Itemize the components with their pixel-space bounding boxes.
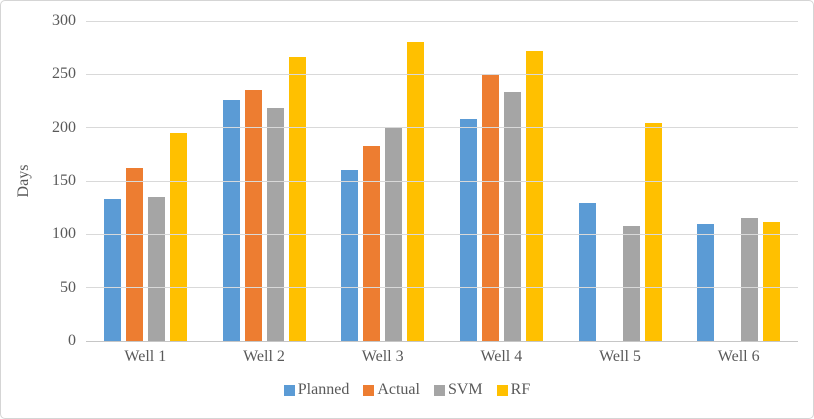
- y-axis-tick-label: 150: [52, 172, 76, 189]
- bar-rf-well-4: [525, 50, 543, 341]
- bar-svm-well-1: [147, 197, 165, 341]
- bar-group-well-6: [679, 21, 798, 341]
- legend-label: Actual: [377, 381, 420, 398]
- legend-item-rf: RF: [496, 381, 531, 399]
- bar-svm-well-6: [741, 218, 759, 341]
- legend-item-actual: Actual: [363, 381, 420, 399]
- bar-planned-well-2: [222, 99, 240, 341]
- bar-planned-well-6: [697, 223, 715, 341]
- bar-group-well-2: [205, 21, 324, 341]
- y-axis-tick-label: 300: [52, 12, 76, 29]
- bar-svm-well-2: [266, 108, 284, 341]
- y-axis-tick-label: 50: [60, 278, 76, 296]
- gridline-250: [86, 73, 798, 75]
- bar-planned-well-5: [578, 203, 596, 341]
- gridline-200: [86, 127, 798, 129]
- bar-rf-well-6: [763, 221, 781, 341]
- plot-area: [86, 20, 798, 342]
- bar-actual-well-1: [125, 168, 143, 341]
- legend: Planned Actual SVM RF: [1, 381, 813, 399]
- y-axis-tick-label: 100: [52, 225, 76, 243]
- legend-swatch-planned: [283, 384, 295, 396]
- bar-actual-well-4: [481, 74, 499, 341]
- legend-item-planned: Planned: [283, 381, 350, 399]
- x-axis-label-well-5: Well 5: [599, 348, 641, 365]
- y-axis-tick-label: 0: [68, 332, 76, 349]
- y-axis-tick-label: 250: [52, 65, 76, 83]
- gridline-150: [86, 180, 798, 182]
- legend-item-svm: SVM: [433, 381, 483, 399]
- bar-planned-well-4: [459, 119, 477, 341]
- bar-planned-well-1: [103, 199, 121, 341]
- bar-svm-well-5: [622, 225, 640, 341]
- x-axis-label-well-3: Well 3: [361, 348, 404, 365]
- bar-rf-well-2: [288, 57, 306, 341]
- bar-rf-well-1: [169, 133, 187, 341]
- x-axis-label-well-1: Well 1: [124, 348, 167, 365]
- x-axis-label-well-6: Well 6: [717, 348, 760, 365]
- legend-label: SVM: [447, 381, 483, 398]
- legend-label: Planned: [297, 381, 350, 398]
- bar-group-well-1: [86, 21, 205, 341]
- legend-label: RF: [510, 381, 531, 398]
- legend-swatch-svm: [433, 384, 445, 396]
- x-axis-label-well-4: Well 4: [480, 348, 523, 365]
- gridline-100: [86, 233, 798, 235]
- legend-swatch-rf: [496, 384, 508, 396]
- bar-group-well-5: [561, 21, 680, 341]
- x-axis-labels: Well 1 Well 2 Well 3 Well 4 Well 5 Well 6: [86, 348, 798, 366]
- bar-actual-well-2: [244, 90, 262, 341]
- gridline-50: [86, 287, 798, 289]
- bar-rf-well-5: [644, 123, 662, 341]
- x-axis-label-well-2: Well 2: [243, 348, 285, 365]
- y-axis-tick-label: 200: [52, 118, 76, 136]
- bar-group-well-4: [442, 21, 561, 341]
- legend-swatch-actual: [363, 384, 375, 396]
- gridline-300: [86, 20, 798, 22]
- bar-actual-well-3: [363, 145, 381, 341]
- bar-planned-well-3: [341, 170, 359, 341]
- bar-rf-well-3: [407, 42, 425, 341]
- bar-svm-well-4: [503, 92, 521, 341]
